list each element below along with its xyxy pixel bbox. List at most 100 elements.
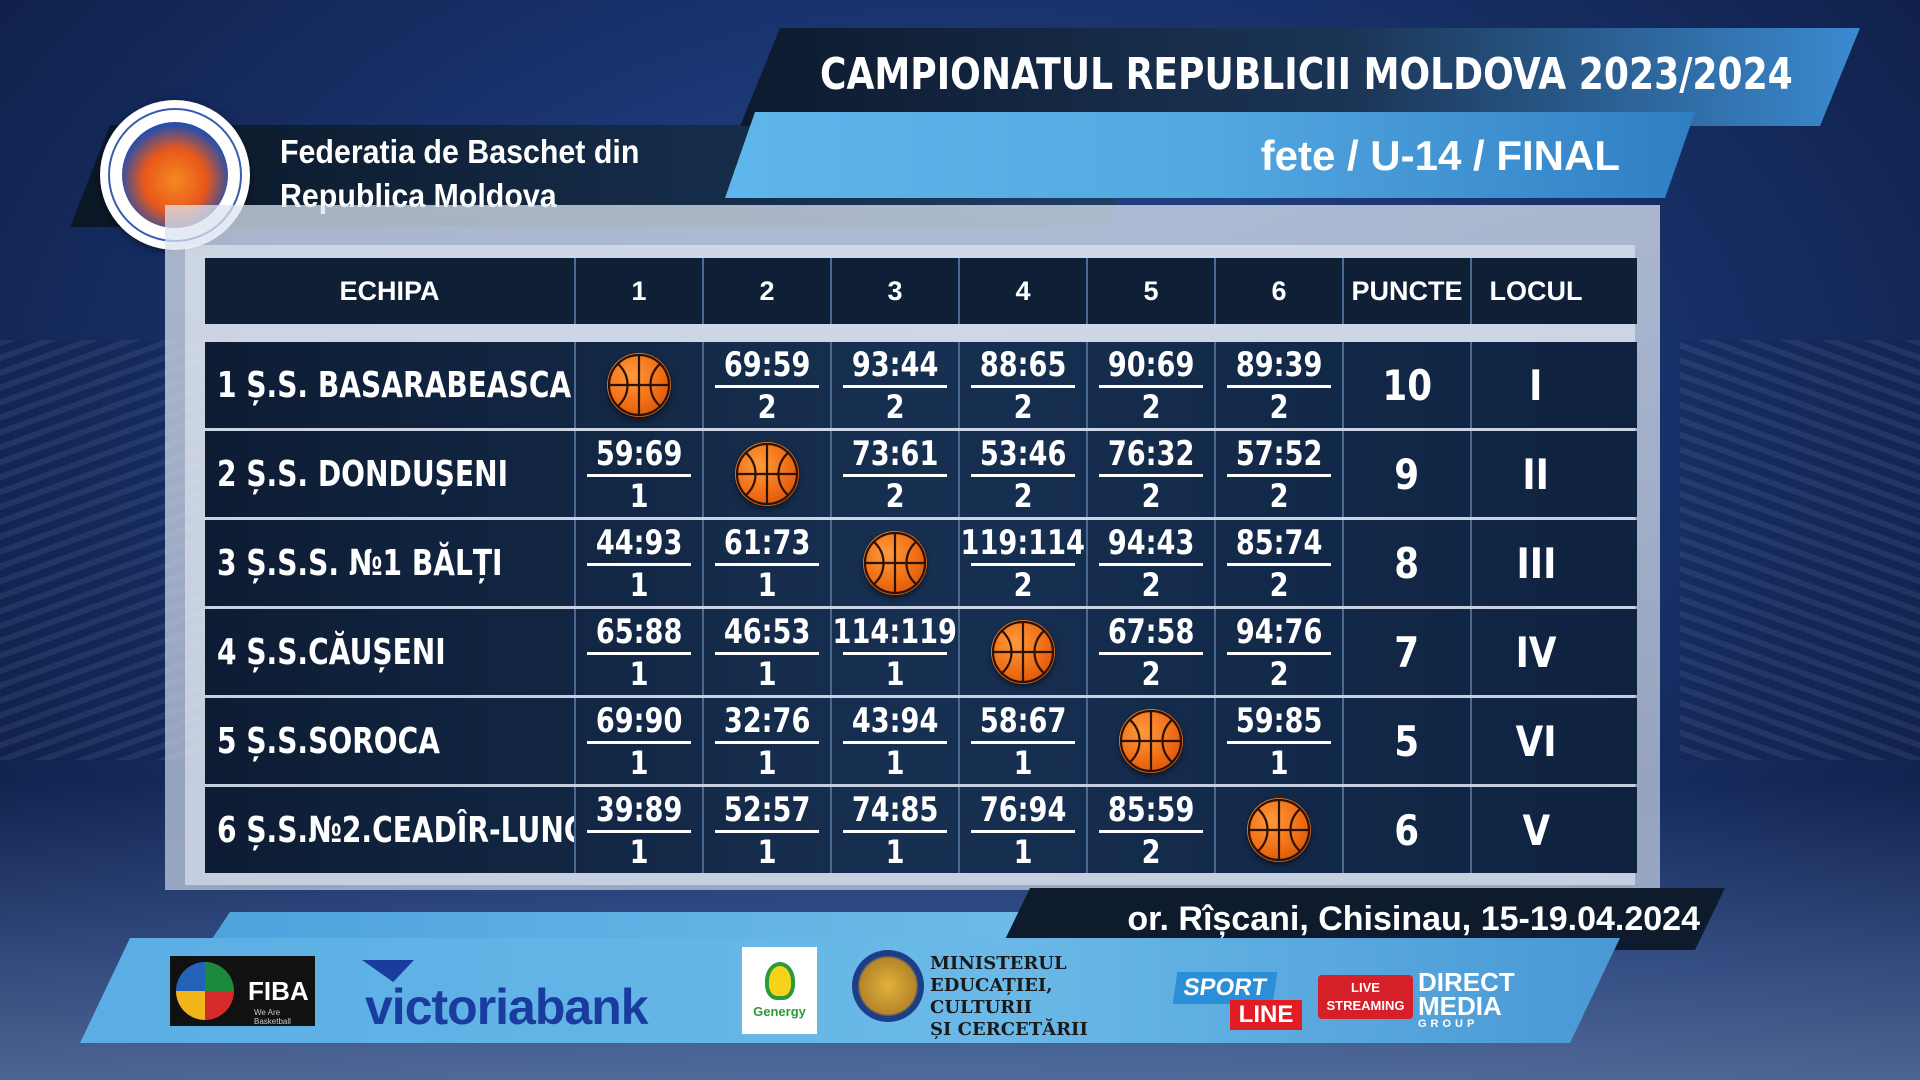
match-points: 2 (885, 476, 905, 515)
score-cell: 114:119 1 (832, 609, 960, 695)
match-score: 89:39 (1235, 344, 1323, 385)
score-cell: 94:43 2 (1088, 520, 1216, 606)
genergy-label: Genergy (753, 1004, 806, 1019)
score-divider (843, 740, 947, 744)
match-score: 32:76 (723, 700, 811, 741)
match-score: 69:59 (723, 344, 811, 385)
match-points: 2 (1013, 387, 1033, 426)
match-score: 39:89 (595, 789, 683, 830)
header-cell-col-6: 6 (1216, 258, 1344, 324)
score-cell: 57:52 2 (1216, 431, 1344, 517)
score-cell: 85:59 2 (1088, 787, 1216, 873)
ministry-line2: EDUCAȚIEI, CULTURII (930, 975, 1053, 1018)
team-cell: 6 Ș.S.№2.CEADÎR-LUNGA (205, 787, 576, 873)
total-points: 10 (1382, 360, 1432, 410)
match-points: 1 (629, 832, 649, 871)
score-cell: 85:74 2 (1216, 520, 1344, 606)
score-divider (1099, 562, 1203, 566)
place-cell: VI (1472, 698, 1600, 784)
match-points: 1 (757, 654, 777, 693)
match-points: 2 (1141, 387, 1161, 426)
score-cell: 93:44 2 (832, 342, 960, 428)
page-subtitle: fete / U-14 / FINAL (1260, 132, 1620, 179)
streaming-label: STREAMING (1326, 998, 1405, 1013)
match-points: 1 (629, 476, 649, 515)
score-cell: 39:89 1 (576, 787, 704, 873)
score-divider (1227, 740, 1331, 744)
score-cell: 89:39 2 (1216, 342, 1344, 428)
match-score: 52:57 (723, 789, 811, 830)
team-name: 3 Ș.S.S. №1 BĂLȚI (217, 542, 503, 584)
live-streaming-logo: LIVE STREAMING (1318, 975, 1413, 1019)
match-score: 74:85 (851, 789, 939, 830)
header-cell-col-5: 5 (1088, 258, 1216, 324)
total-points: 5 (1394, 716, 1420, 766)
match-points: 1 (757, 565, 777, 604)
match-points: 1 (629, 565, 649, 604)
match-points: 2 (1141, 832, 1161, 871)
score-cell: 53:46 2 (960, 431, 1088, 517)
basketball-icon (607, 353, 671, 417)
fiba-ball-icon (176, 962, 234, 1020)
score-divider (1099, 651, 1203, 655)
ministry-seal-icon (852, 950, 924, 1022)
final-place: II (1522, 449, 1550, 499)
match-points: 1 (1269, 743, 1289, 782)
score-divider (1099, 384, 1203, 388)
points-cell: 9 (1344, 431, 1472, 517)
match-points: 1 (629, 743, 649, 782)
match-points: 1 (885, 832, 905, 871)
match-score: 69:90 (595, 700, 683, 741)
match-score: 93:44 (851, 344, 939, 385)
team-cell: 5 Ș.S.SOROCA (205, 698, 576, 784)
table-row: 4 Ș.S.CĂUȘENI 65:88 1 46:53 1 114:119 1 67:58 2 9… (205, 609, 1637, 695)
bulb-icon (764, 962, 795, 1000)
score-cell: 119:114 2 (960, 520, 1088, 606)
match-score: 94:76 (1235, 611, 1323, 652)
place-cell: IV (1472, 609, 1600, 695)
match-points: 2 (1013, 476, 1033, 515)
score-divider (587, 740, 691, 744)
score-cell: 67:58 2 (1088, 609, 1216, 695)
score-cell: 74:85 1 (832, 787, 960, 873)
final-place: V (1522, 805, 1550, 855)
score-cell: 52:57 1 (704, 787, 832, 873)
match-points: 1 (1013, 743, 1033, 782)
team-name: 5 Ș.S.SOROCA (217, 720, 441, 762)
match-points: 2 (1269, 565, 1289, 604)
match-score: 76:94 (979, 789, 1067, 830)
ministry-line1: MINISTERUL (930, 953, 1067, 974)
score-cell: 58:67 1 (960, 698, 1088, 784)
match-score: 90:69 (1107, 344, 1195, 385)
team-cell: 3 Ș.S.S. №1 BĂLȚI (205, 520, 576, 606)
team-name: 2 Ș.S. DONDUȘENI (217, 453, 509, 495)
total-points: 9 (1394, 449, 1420, 499)
basketball-icon (991, 620, 1055, 684)
team-name: 1 Ș.S. BASARABEASCA (217, 364, 572, 406)
score-divider (971, 740, 1075, 744)
match-points: 2 (1141, 565, 1161, 604)
self-match-cell (576, 342, 704, 428)
place-cell: III (1472, 520, 1600, 606)
self-match-cell (1216, 787, 1344, 873)
score-cell: 65:88 1 (576, 609, 704, 695)
match-points: 2 (1269, 476, 1289, 515)
header-cell-points: PUNCTE (1344, 258, 1472, 324)
score-divider (1099, 473, 1203, 477)
team-name: 6 Ș.S.№2.CEADÎR-LUNGA (217, 809, 576, 851)
page-title: CAMPIONATUL REPUBLICII MOLDOVA 2023/2024 (820, 49, 1793, 100)
fiba-label: FIBA (248, 975, 309, 1006)
match-score: 59:69 (595, 433, 683, 474)
score-cell: 69:59 2 (704, 342, 832, 428)
table-header: ECHIPA 1 2 3 4 5 6 PUNCTE LOCUL (205, 258, 1637, 324)
table-body: 1 Ș.S. BASARABEASCA 69:59 2 93:44 2 88:65 2 90:… (205, 342, 1637, 876)
table-row: 5 Ș.S.SOROCA 69:90 1 32:76 1 43:94 1 58:67 1 59:8… (205, 698, 1637, 784)
score-divider (843, 651, 947, 655)
match-points: 2 (1013, 565, 1033, 604)
score-divider (587, 473, 691, 477)
match-score: 59:85 (1235, 700, 1323, 741)
points-cell: 7 (1344, 609, 1472, 695)
match-points: 2 (1141, 654, 1161, 693)
score-divider (715, 829, 819, 833)
self-match-cell (704, 431, 832, 517)
